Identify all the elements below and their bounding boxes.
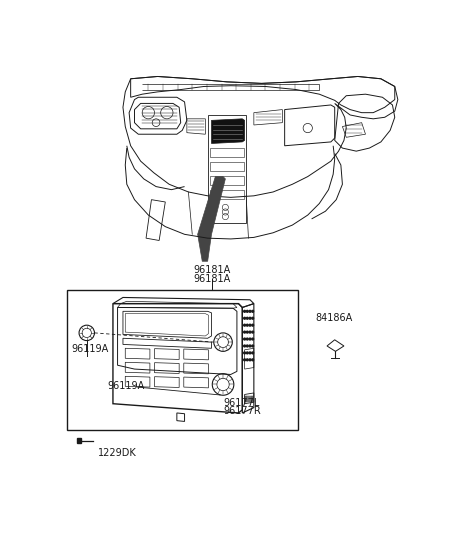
Circle shape [249,331,251,333]
Circle shape [246,359,248,361]
Circle shape [246,352,248,354]
Circle shape [244,338,245,340]
Text: 1229DK: 1229DK [97,447,136,458]
Circle shape [249,359,251,361]
Circle shape [244,345,245,347]
Circle shape [244,311,245,312]
Circle shape [244,352,245,354]
Circle shape [249,352,251,354]
Circle shape [246,331,248,333]
Circle shape [249,311,251,312]
Text: 96119A: 96119A [71,344,109,354]
Text: 96181A: 96181A [193,274,230,283]
Circle shape [244,324,245,326]
Circle shape [244,331,245,333]
Text: 96177L: 96177L [223,398,259,407]
Circle shape [246,345,248,347]
Circle shape [249,318,251,319]
Polygon shape [212,119,244,143]
Circle shape [246,311,248,312]
Circle shape [252,324,253,326]
Circle shape [244,318,245,319]
Circle shape [246,324,248,326]
Circle shape [249,324,251,326]
Text: 96119A: 96119A [107,381,145,391]
Circle shape [252,359,253,361]
Text: 96177R: 96177R [223,406,261,416]
Circle shape [252,318,253,319]
Circle shape [252,352,253,354]
Circle shape [246,338,248,340]
Text: 84186A: 84186A [315,313,353,323]
Circle shape [252,338,253,340]
Polygon shape [77,438,81,443]
Circle shape [252,345,253,347]
Circle shape [249,345,251,347]
Circle shape [252,311,253,312]
Circle shape [252,331,253,333]
Circle shape [246,318,248,319]
Circle shape [244,359,245,361]
Polygon shape [198,176,226,261]
Circle shape [249,338,251,340]
Bar [67,290,298,430]
Text: 96181A: 96181A [193,265,230,275]
